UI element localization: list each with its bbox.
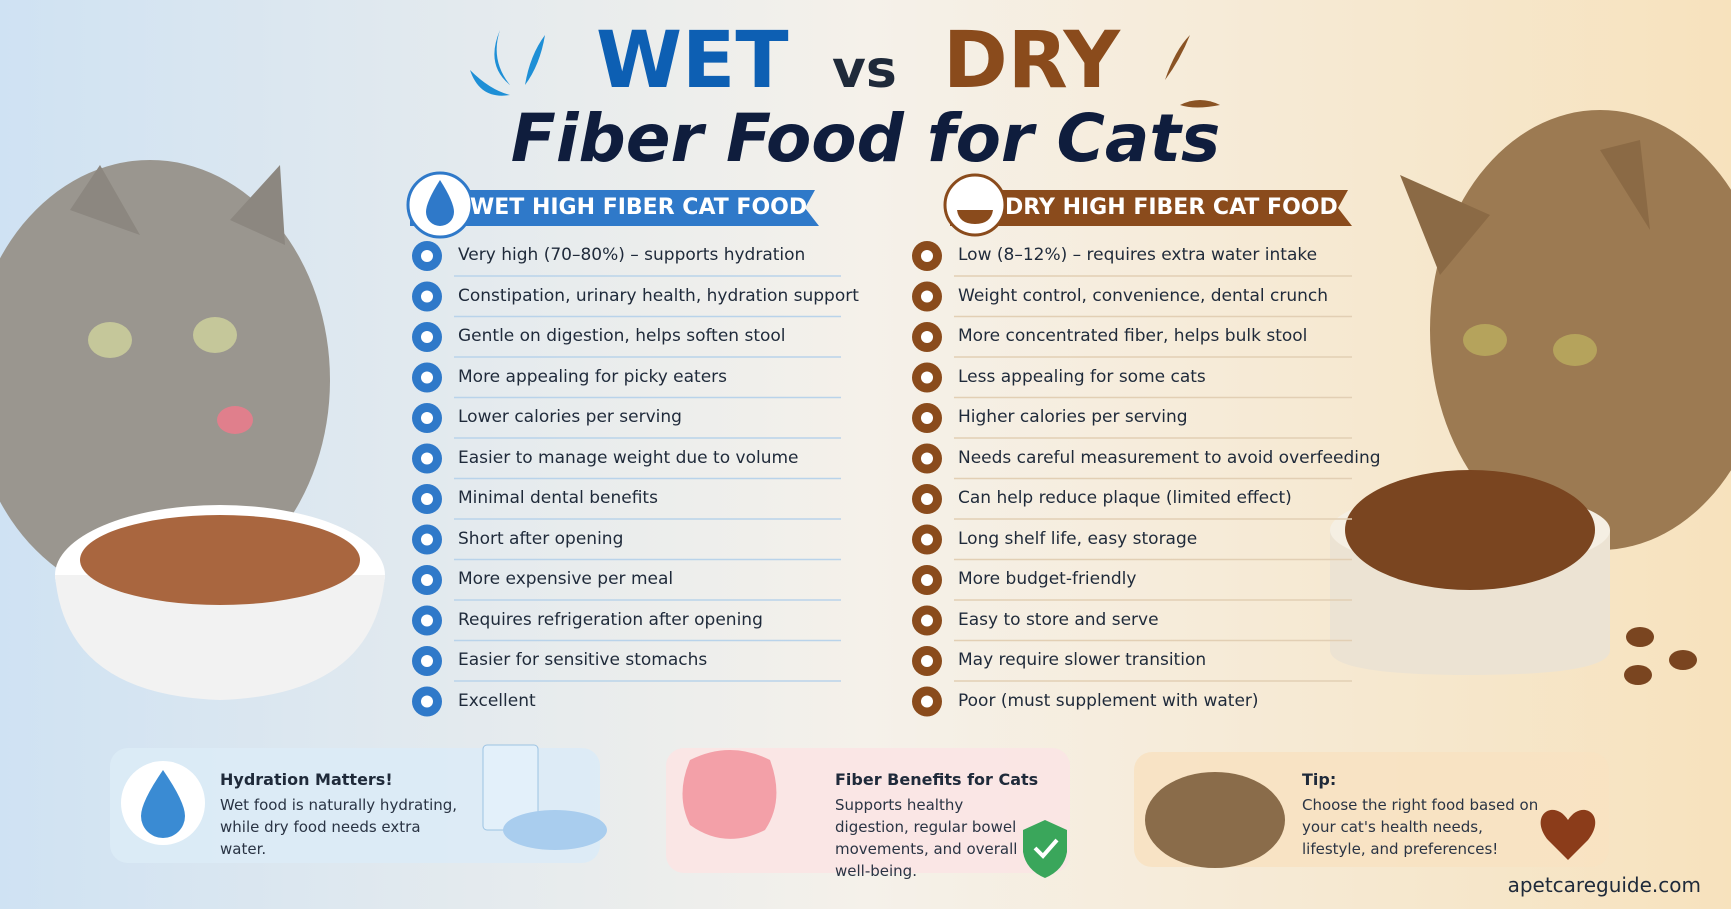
row-text: May require slower transition	[958, 650, 1207, 670]
row-text: Easy to store and serve	[958, 609, 1159, 630]
row-icon-glyph	[421, 574, 433, 586]
row-text: Short after opening	[458, 528, 624, 549]
row-icon-glyph	[921, 250, 933, 262]
callout-text: Choose the right food based on your cat'…	[1302, 796, 1539, 858]
row-icon-glyph	[421, 412, 433, 424]
row-text: Less appealing for some cats	[958, 366, 1206, 387]
row-text: Easier to manage weight due to volume	[458, 447, 799, 468]
row-icon-glyph	[421, 533, 433, 546]
row-text: More budget-friendly	[958, 569, 1137, 589]
row-icon-glyph	[421, 614, 433, 627]
row-icon-glyph	[921, 290, 933, 303]
row-text: Long shelf life, easy storage	[958, 528, 1198, 549]
callout-title: Fiber Benefits for Cats	[835, 770, 1039, 789]
row-icon-glyph	[921, 695, 933, 708]
row-text: Low (8–12%) – requires extra water intak…	[958, 245, 1318, 265]
row-icon-glyph	[921, 331, 933, 343]
wet-heading: WET HIGH FIBER CAT FOOD	[470, 195, 808, 220]
row-icon-glyph	[921, 655, 933, 667]
row-text: Very high (70–80%) – supports hydration	[458, 245, 806, 265]
row-icon-glyph	[421, 695, 433, 708]
callout-text: Supports healthy digestion, regular bowe…	[835, 796, 1018, 880]
dry-heading: DRY HIGH FIBER CAT FOOD	[1005, 195, 1338, 220]
row-text: More appealing for picky eaters	[458, 366, 728, 387]
callout-text: Wet food is naturally hydrating, while d…	[220, 796, 458, 858]
row-text: Needs careful measurement to avoid overf…	[958, 447, 1381, 468]
row-icon-glyph	[921, 533, 933, 546]
row-text: More expensive per meal	[458, 569, 674, 589]
row-text: Gentle on digestion, helps soften stool	[458, 326, 786, 346]
row-text: Higher calories per serving	[958, 407, 1188, 427]
row-text: Weight control, convenience, dental crun…	[958, 285, 1328, 306]
row-icon-glyph	[921, 452, 933, 465]
row-text: Constipation, urinary health, hydration …	[458, 285, 859, 306]
row-icon-glyph	[921, 371, 933, 384]
subtitle: Fiber Food for Cats	[510, 100, 1221, 177]
callout-title: Tip:	[1302, 770, 1337, 789]
row-icon-glyph	[421, 452, 433, 465]
row-icon-glyph	[421, 290, 433, 303]
row-icon-glyph	[421, 250, 433, 262]
row-text: More concentrated fiber, helps bulk stoo…	[958, 326, 1308, 346]
title-dry: DRY	[943, 16, 1121, 106]
row-text: Poor (must supplement with water)	[958, 690, 1259, 711]
row-text: Can help reduce plaque (limited effect)	[958, 488, 1292, 508]
callout-title: Hydration Matters!	[220, 770, 393, 789]
row-icon-glyph	[421, 493, 433, 505]
title-wet: WET	[596, 16, 789, 106]
row-icon-glyph	[421, 371, 433, 384]
row-icon-glyph	[921, 493, 933, 505]
row-text: Easier for sensitive stomachs	[458, 650, 708, 670]
footer-site: apetcareguide.com	[1507, 873, 1701, 897]
row-text: Minimal dental benefits	[458, 488, 658, 508]
row-icon-glyph	[421, 331, 433, 343]
row-text: Excellent	[458, 690, 536, 711]
row-icon-glyph	[421, 655, 433, 667]
title-vs: vs	[832, 40, 897, 100]
row-icon-glyph	[921, 412, 933, 424]
row-text: Requires refrigeration after opening	[458, 609, 763, 630]
row-icon-glyph	[921, 574, 933, 586]
row-icon-glyph	[921, 614, 933, 627]
row-text: Lower calories per serving	[458, 407, 682, 427]
